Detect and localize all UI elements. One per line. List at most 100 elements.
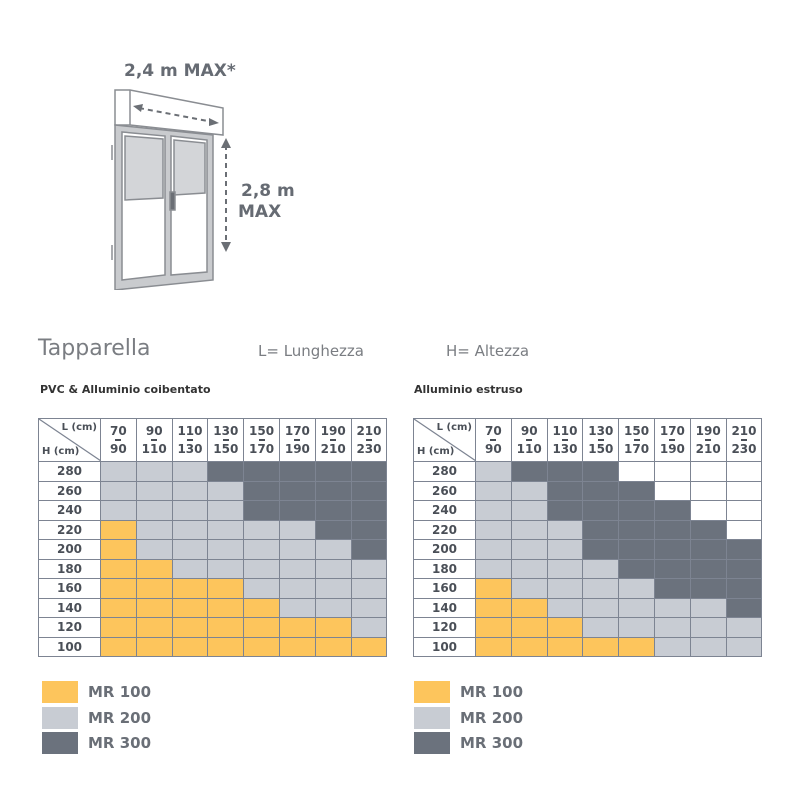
- grid-cell: [243, 461, 280, 482]
- grid-cell: [475, 480, 512, 501]
- table-row: 280: [413, 461, 763, 482]
- grid-cell: [475, 461, 512, 482]
- row-header: 280: [413, 461, 476, 482]
- grid-cell: [510, 519, 548, 540]
- column-header: 110 130: [171, 418, 209, 462]
- grid-cell: [350, 519, 388, 540]
- grid-cell: [582, 480, 620, 501]
- grid-cell: [207, 461, 245, 482]
- column-max: 90: [485, 442, 502, 456]
- column-header: 190 210: [314, 418, 352, 462]
- corner-cell: L (cm) H (cm): [413, 418, 476, 462]
- grid-cell: [171, 480, 209, 501]
- length-definition: L= Lunghezza: [258, 342, 364, 360]
- grid-cell: [725, 519, 763, 540]
- grid-cell: [689, 636, 727, 657]
- grid-cell: [689, 461, 727, 482]
- table-row: 180: [38, 558, 388, 579]
- grid-cell: [475, 500, 512, 521]
- grid-cell: [135, 578, 173, 599]
- column-min: 190: [695, 424, 721, 438]
- grid-cell: [100, 480, 137, 501]
- grid-cell: [350, 558, 388, 579]
- column-min: 110: [552, 424, 578, 438]
- page-title: Tapparella: [38, 336, 151, 361]
- max-height-label: 2,8 m: [241, 181, 295, 201]
- grid-cell: [350, 500, 388, 521]
- legend-label: MR 300: [460, 734, 524, 752]
- column-dash: [548, 438, 583, 442]
- grid-cell: [475, 558, 512, 579]
- grid-cell: [546, 597, 584, 618]
- grid-cell: [135, 500, 173, 521]
- column-dash: [244, 438, 279, 442]
- table-row: 160: [413, 578, 763, 599]
- row-header: 240: [413, 500, 476, 521]
- grid-cell: [135, 558, 173, 579]
- grid-cell: [350, 636, 388, 657]
- legend-swatch: [42, 732, 78, 754]
- height-definition: H= Altezza: [446, 342, 530, 360]
- grid-cell: [582, 500, 620, 521]
- grid-cell: [725, 597, 763, 618]
- grid-cell: [546, 480, 584, 501]
- column-header: 130 150: [582, 418, 620, 462]
- column-dash: [280, 438, 315, 442]
- column-dash: [691, 438, 726, 442]
- column-max: 170: [249, 442, 275, 456]
- grid-cell: [314, 519, 352, 540]
- legend-swatch: [414, 681, 450, 703]
- legend-label: MR 100: [88, 683, 152, 701]
- grid-cell: [689, 480, 727, 501]
- grid-cell: [207, 617, 245, 638]
- grid-cell: [100, 461, 137, 482]
- column-dash: [101, 438, 136, 442]
- grid-cell: [510, 617, 548, 638]
- grid-cell: [243, 617, 280, 638]
- grid-cell: [546, 461, 584, 482]
- column-dash: [316, 438, 351, 442]
- column-dash: [583, 438, 618, 442]
- grid-cell: [100, 597, 137, 618]
- column-max: 150: [213, 442, 239, 456]
- grid-cell: [100, 519, 137, 540]
- grid-cell: [350, 617, 388, 638]
- column-header: 190 210: [689, 418, 727, 462]
- window-illustration: [111, 89, 231, 290]
- row-header: 220: [413, 519, 476, 540]
- column-min: 110: [177, 424, 203, 438]
- grid-cell: [582, 519, 620, 540]
- legend-swatch: [42, 706, 78, 729]
- grid-cell: [582, 617, 620, 638]
- grid-cell: [546, 519, 584, 540]
- grid-cell: [618, 597, 655, 618]
- height-axis-label: H (cm): [417, 446, 455, 457]
- grid-cell: [207, 597, 245, 618]
- grid-cell: [207, 558, 245, 579]
- table-row: 120: [413, 617, 763, 638]
- table-row: 200: [413, 539, 763, 560]
- grid-cell: [314, 539, 352, 560]
- row-header: 140: [413, 597, 476, 618]
- grid-cell: [725, 578, 763, 599]
- legend-item: MR 300: [414, 732, 523, 754]
- table-title-pvc: PVC & Alluminio coibentato: [40, 383, 211, 396]
- column-header: 90 110: [510, 418, 548, 462]
- row-header: 220: [38, 519, 101, 540]
- grid-cell: [171, 539, 209, 560]
- grid-cell: [278, 539, 316, 560]
- grid-cell: [725, 558, 763, 579]
- grid-cell: [243, 539, 280, 560]
- row-header: 200: [413, 539, 476, 560]
- grid-cell: [475, 539, 512, 560]
- column-min: 170: [659, 424, 685, 438]
- grid-cell: [135, 539, 173, 560]
- grid-cell: [135, 597, 173, 618]
- grid-cell: [243, 578, 280, 599]
- column-max: 150: [588, 442, 614, 456]
- grid-cell: [546, 617, 584, 638]
- grid-cell: [582, 636, 620, 657]
- legend-swatch: [414, 732, 450, 754]
- grid-cell: [171, 558, 209, 579]
